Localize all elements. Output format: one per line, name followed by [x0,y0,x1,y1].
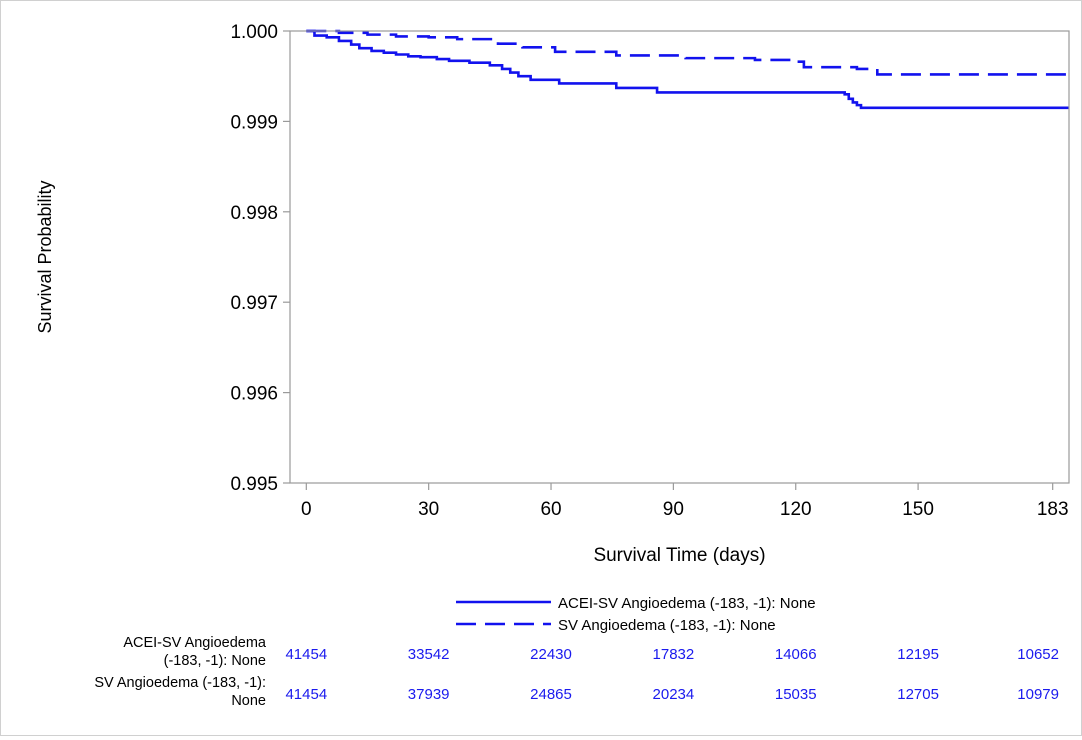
x-axis: 0 30 60 90 120 150 183 [301,483,1069,520]
legend-label-2: SV Angioedema (-183, -1): None [558,617,776,634]
y-tick-label: 0.997 [230,293,278,314]
at-risk-value: 12195 [897,646,939,663]
legend: ACEI-SV Angioedema (-183, -1): None SV An… [456,595,816,634]
y-tick-label: 1.000 [230,22,278,43]
series-line-1 [306,29,1069,110]
at-risk-row-label: SV Angioedema (-183, -1): [94,675,266,691]
at-risk-value: 15035 [775,686,817,703]
at-risk-value: 33542 [408,646,450,663]
at-risk-row-label: (-183, -1): None [164,653,266,669]
at-risk-value: 20234 [653,686,695,703]
at-risk-value: 22430 [530,646,572,663]
series-layer [306,29,1071,110]
at-risk-value: 17832 [653,646,695,663]
x-tick-label: 183 [1037,499,1069,520]
y-tick-label: 0.999 [230,112,278,133]
at-risk-row-label: None [231,693,266,709]
y-axis: 0.995 0.996 0.997 0.998 0.999 1.000 [230,22,290,495]
at-risk-row-label: ACEI-SV Angioedema [123,635,267,651]
at-risk-value: 41454 [285,686,327,703]
at-risk-value: 10979 [1017,686,1059,703]
legend-label-1: ACEI-SV Angioedema (-183, -1): None [558,595,816,612]
x-tick-label: 120 [780,499,812,520]
at-risk-value: 12705 [897,686,939,703]
at-risk-table: ACEI-SV Angioedema (-183, -1): None 41454 3… [94,635,1059,709]
series-line-2 [306,29,1071,76]
y-tick-label: 0.995 [230,474,278,495]
y-tick-label: 0.996 [230,384,278,405]
y-axis-title: Survival Probability [35,180,55,333]
at-risk-value: 10652 [1017,646,1059,663]
at-risk-value: 24865 [530,686,572,703]
at-risk-value: 37939 [408,686,450,703]
y-tick-label: 0.998 [230,203,278,224]
x-tick-label: 0 [301,499,312,520]
x-tick-label: 90 [663,499,684,520]
plot-area-border [289,30,1070,484]
x-axis-title: Survival Time (days) [593,545,765,566]
at-risk-value: 41454 [285,646,327,663]
x-tick-label: 150 [902,499,934,520]
x-tick-label: 30 [418,499,439,520]
at-risk-value: 14066 [775,646,817,663]
x-tick-label: 60 [540,499,561,520]
